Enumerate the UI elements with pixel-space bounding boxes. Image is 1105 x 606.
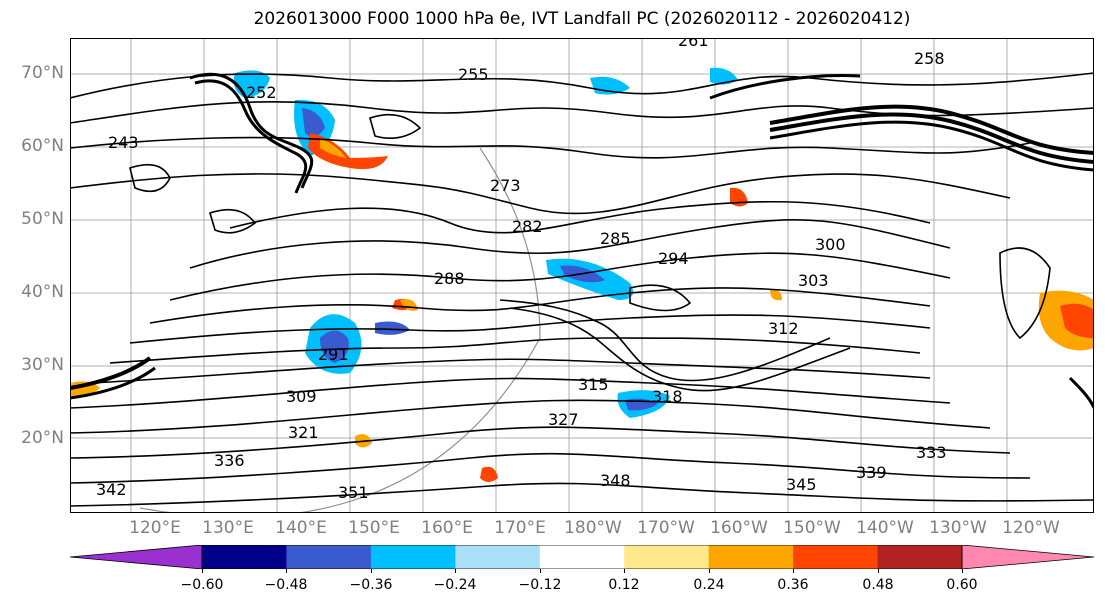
map-title: 2026013000 F000 1000 hPa θe, IVT Landfal… [253, 9, 911, 29]
lon-label: 130°E [202, 518, 254, 538]
lon-label: 130°W [929, 518, 987, 538]
contour-label-group: 261 258 255 252 273 282 285 294 300 303 … [96, 38, 947, 502]
contour-label: 327 [548, 410, 579, 429]
colorbar-tickmark [878, 569, 879, 573]
colorbar-tickmark [540, 569, 541, 573]
contour-label: 291 [318, 345, 349, 364]
lon-label: 160°W [710, 518, 768, 538]
lon-label: 120°W [1002, 518, 1060, 538]
lat-label: 70°N [21, 63, 64, 83]
contour-label: 315 [578, 375, 609, 394]
lon-label: 150°E [348, 518, 400, 538]
contour-label: 312 [768, 319, 799, 338]
colorbar-tickmark [962, 569, 963, 573]
colorbar-tick-label: −0.24 [433, 577, 477, 593]
lat-label: 60°N [21, 136, 64, 156]
contour-label: 258 [914, 49, 945, 68]
colorbar-outline [201, 545, 963, 569]
colorbar-tickmark [793, 569, 794, 573]
colorbar-segment [455, 545, 541, 569]
colorbar-tick-label: 0.12 [608, 577, 640, 593]
lon-label: 140°E [275, 518, 327, 538]
contour-label: 294 [658, 249, 689, 268]
contour-label: 255 [458, 65, 489, 84]
contour-label: 339 [856, 463, 887, 482]
colorbar-segment [202, 545, 287, 569]
colorbar-segment [793, 545, 879, 569]
colorbar-segment [877, 545, 963, 569]
contour-label: 273 [490, 176, 521, 195]
colorbar-tick-label: 0.60 [946, 577, 978, 593]
lon-label: 140°W [856, 518, 914, 538]
contour-label: 351 [338, 483, 369, 502]
colorbar-segment [286, 545, 372, 569]
theta-e-contours [70, 72, 1094, 507]
contour-label: 252 [246, 83, 277, 102]
colorbar-segment [708, 545, 794, 569]
contour-label: 342 [96, 480, 127, 499]
contour-label: 321 [288, 423, 319, 442]
colorbar-segment [962, 545, 1094, 569]
contour-label: 303 [798, 271, 829, 290]
colorbar-tick-label: −0.48 [264, 577, 308, 593]
lon-label: 160°E [421, 518, 473, 538]
colorbar-tick-label: 0.24 [693, 577, 725, 593]
colorbar-segments [70, 545, 1094, 569]
colorbar-tickmark [455, 569, 456, 573]
colorbar-tick-label: −0.12 [518, 577, 562, 593]
lon-label: 120°E [129, 518, 181, 538]
lat-label: 20°N [21, 428, 64, 448]
colorbar-tick-label: 0.48 [862, 577, 894, 593]
colorbar-tickmark [286, 569, 287, 573]
lat-label: 50°N [21, 209, 64, 229]
colorbar-tickmark [709, 569, 710, 573]
contour-map: 261 258 255 252 273 282 285 294 300 303 … [70, 38, 1094, 513]
shading-patches [70, 67, 1094, 482]
contour-label: 333 [916, 443, 947, 462]
contour-label: 282 [512, 217, 543, 236]
colorbar-tick-label: −0.36 [349, 577, 393, 593]
lon-label: 180°W [564, 518, 622, 538]
map-panel: 261 258 255 252 273 282 285 294 300 303 … [70, 38, 1094, 513]
lon-label: 150°W [783, 518, 841, 538]
colorbar-segment [539, 545, 625, 569]
colorbar [70, 545, 1094, 569]
colorbar-segment [370, 545, 456, 569]
colorbar-tick-label: −0.60 [180, 577, 224, 593]
lon-label: 170°W [637, 518, 695, 538]
colorbar-tickmark [202, 569, 203, 573]
lat-label: 30°N [21, 355, 64, 375]
lon-label: 170°E [494, 518, 546, 538]
contour-label: 336 [214, 451, 245, 470]
colorbar-tickmark [371, 569, 372, 573]
contour-label: 348 [600, 471, 631, 490]
contour-label: 261 [678, 38, 709, 50]
contour-label: 300 [815, 235, 846, 254]
colorbar-segment [624, 545, 710, 569]
contour-label: 288 [434, 269, 465, 288]
contour-label: 318 [652, 387, 683, 406]
colorbar-tick-label: 0.36 [777, 577, 809, 593]
contour-label: 285 [600, 229, 631, 248]
colorbar-tickmark [624, 569, 625, 573]
lat-label: 40°N [21, 282, 64, 302]
contour-label: 345 [786, 475, 817, 494]
contour-label: 243 [108, 133, 139, 152]
colorbar-segment [70, 545, 202, 569]
contour-label: 309 [286, 387, 317, 406]
